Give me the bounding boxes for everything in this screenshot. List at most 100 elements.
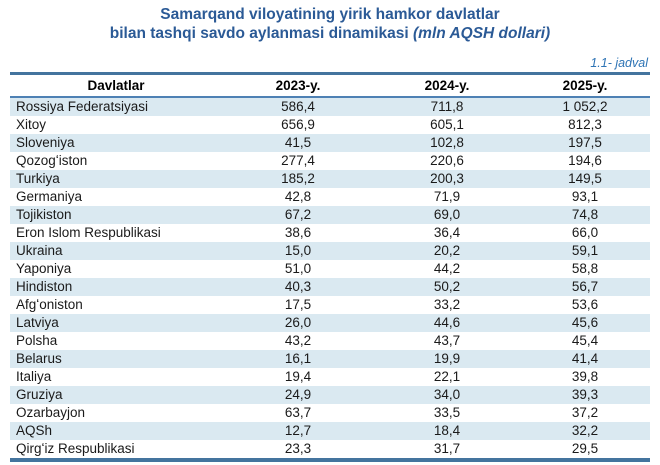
country-cell: Qirgʻiz Respublikasi	[16, 441, 135, 456]
value-cell: 1 052,2	[562, 99, 608, 114]
value-cell: 44,2	[433, 261, 461, 276]
value-cell: 33,2	[433, 297, 461, 312]
value-cell: 34,0	[433, 387, 461, 402]
country-cell: Germaniya	[16, 189, 83, 204]
value-cell: 50,2	[433, 279, 461, 294]
value-cell: 43,2	[284, 333, 312, 348]
value-cell: 44,6	[433, 315, 461, 330]
table-row: Germaniya 42,8 71,9 93,1	[10, 188, 650, 206]
title-line-1: Samarqand viloyatining yirik hamkor davl…	[160, 6, 500, 23]
value-cell: 23,3	[284, 441, 312, 456]
country-cell: Hindiston	[16, 279, 73, 294]
value-cell: 197,5	[568, 135, 602, 150]
country-cell: Ozarbayjon	[16, 405, 86, 420]
country-cell: Tojikiston	[16, 207, 72, 222]
value-cell: 22,1	[433, 369, 461, 384]
value-cell: 200,3	[430, 171, 464, 186]
table-row: Turkiya 185,2 200,3 149,5	[10, 170, 650, 188]
value-cell: 185,2	[281, 171, 315, 186]
country-cell: Italiya	[16, 369, 52, 384]
page-title: Samarqand viloyatining yirik hamkor davl…	[0, 0, 660, 43]
column-header-countries: Davlatlar	[87, 78, 145, 93]
table-row: Sloveniya 41,5 102,8 197,5	[10, 134, 650, 152]
table-body: Rossiya Federatsiyasi 586,4 711,8 1 052,2 Xi…	[10, 97, 650, 460]
column-header-2025: 2025-y.	[562, 78, 608, 93]
title-line-2-text: bilan tashqi savdo aylanmasi dinamikasi	[109, 25, 413, 42]
value-cell: 41,4	[571, 351, 599, 366]
table-number-label: 1.1- jadval	[590, 56, 648, 70]
value-cell: 53,6	[571, 297, 599, 312]
value-cell: 31,7	[433, 441, 461, 456]
column-header-2024: 2024-y.	[424, 78, 470, 93]
value-cell: 40,3	[284, 279, 312, 294]
country-cell: Eron Islom Respublikasi	[16, 225, 161, 240]
value-cell: 812,3	[568, 117, 602, 132]
country-cell: Xitoy	[16, 117, 47, 132]
value-cell: 38,6	[284, 225, 312, 240]
value-cell: 39,8	[571, 369, 599, 384]
table-row: Latviya 26,0 44,6 45,6	[10, 314, 650, 332]
value-cell: 58,8	[571, 261, 599, 276]
table-row: Hindiston 40,3 50,2 56,7	[10, 278, 650, 296]
table-row: Qozogʻiston 277,4 220,6 194,6	[10, 152, 650, 170]
country-cell: Qozogʻiston	[16, 153, 88, 168]
value-cell: 18,4	[433, 423, 461, 438]
table-row: Afgʻoniston 17,5 33,2 53,6	[10, 296, 650, 314]
country-cell: Ukraina	[16, 243, 63, 258]
value-cell: 586,4	[281, 99, 315, 114]
value-cell: 605,1	[430, 117, 464, 132]
value-cell: 56,7	[571, 279, 599, 294]
value-cell: 194,6	[568, 153, 602, 168]
table-row: Belarus 16,1 19,9 41,4	[10, 350, 650, 368]
country-cell: Polsha	[16, 333, 58, 348]
table-row: Ukraina 15,0 20,2 59,1	[10, 242, 650, 260]
country-cell: Latviya	[16, 315, 59, 330]
country-cell: Turkiya	[16, 171, 60, 186]
table-row: Xitoy 656,9 605,1 812,3	[10, 116, 650, 134]
country-cell: Rossiya Federatsiyasi	[16, 99, 149, 114]
table-row: Tojikiston 67,2 69,0 74,8	[10, 206, 650, 224]
value-cell: 45,6	[571, 315, 599, 330]
table-row: Qirgʻiz Respublikasi 23,3 31,7 29,5	[10, 440, 650, 460]
value-cell: 24,9	[284, 387, 312, 402]
value-cell: 656,9	[281, 117, 315, 132]
value-cell: 63,7	[284, 405, 312, 420]
value-cell: 37,2	[571, 405, 599, 420]
value-cell: 43,7	[433, 333, 461, 348]
value-cell: 711,8	[430, 99, 464, 114]
table-row: AQSh 12,7 18,4 32,2	[10, 422, 650, 440]
value-cell: 12,7	[284, 423, 312, 438]
value-cell: 102,8	[430, 135, 464, 150]
value-cell: 15,0	[284, 243, 312, 258]
value-cell: 29,5	[571, 441, 599, 456]
value-cell: 19,4	[284, 369, 312, 384]
country-cell: Gruziya	[16, 387, 63, 402]
value-cell: 45,4	[571, 333, 599, 348]
value-cell: 17,5	[284, 297, 312, 312]
country-cell: AQSh	[16, 423, 53, 438]
value-cell: 59,1	[571, 243, 599, 258]
value-cell: 71,9	[433, 189, 461, 204]
table-row: Polsha 43,2 43,7 45,4	[10, 332, 650, 350]
table-row: Gruziya 24,9 34,0 39,3	[10, 386, 650, 404]
table-row: Italiya 19,4 22,1 39,8	[10, 368, 650, 386]
table-row: Yaponiya 51,0 44,2 58,8	[10, 260, 650, 278]
value-cell: 16,1	[284, 351, 312, 366]
value-cell: 20,2	[433, 243, 461, 258]
country-cell: Belarus	[16, 351, 62, 366]
table-header-row: Davlatlar 2023-y. 2024-y. 2025-y.	[10, 74, 650, 97]
country-cell: Afgʻoniston	[16, 297, 83, 312]
value-cell: 277,4	[281, 153, 315, 168]
country-cell: Yaponiya	[16, 261, 72, 276]
value-cell: 149,5	[568, 171, 602, 186]
trade-turnover-table: Davlatlar 2023-y. 2024-y. 2025-y. Rossiy…	[10, 72, 650, 462]
table-row: Ozarbayjon 63,7 33,5 37,2	[10, 404, 650, 422]
country-cell: Sloveniya	[16, 135, 75, 150]
value-cell: 74,8	[571, 207, 599, 222]
title-units-label: (mln AQSH dollari)	[413, 25, 551, 42]
value-cell: 51,0	[284, 261, 312, 276]
value-cell: 41,5	[284, 135, 312, 150]
title-line-2: bilan tashqi savdo aylanmasi dinamikasi …	[0, 24, 660, 43]
table-row: Eron Islom Respublikasi 38,6 36,4 66,0	[10, 224, 650, 242]
